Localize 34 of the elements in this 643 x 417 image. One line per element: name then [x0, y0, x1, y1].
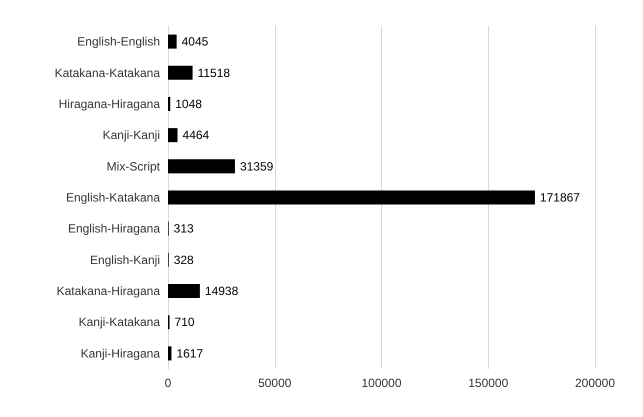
y-tick-label: Mix-Script — [106, 159, 161, 174]
y-tick-label: Kanji-Kanji — [102, 128, 160, 142]
y-tick-label: Kanji-Hiragana — [80, 346, 160, 360]
data-label: 710 — [174, 315, 195, 330]
bar — [168, 159, 235, 174]
y-tick-label: Katakana-Hiragana — [56, 284, 160, 298]
bar — [168, 66, 193, 80]
y-tick-label: English-Hiragana — [68, 222, 160, 236]
data-label: 171867 — [540, 190, 580, 204]
x-tick-label: 100000 — [361, 376, 402, 390]
data-label: 313 — [174, 222, 194, 236]
x-tick-label: 0 — [164, 376, 172, 390]
data-label: 1048 — [175, 96, 202, 111]
bar — [168, 284, 200, 298]
y-tick-label: English-Katakana — [66, 190, 160, 204]
bar — [168, 346, 172, 360]
bar — [168, 190, 535, 205]
x-tick-label: 150000 — [468, 376, 509, 390]
data-label: 4464 — [182, 128, 210, 142]
data-label: 11518 — [198, 66, 230, 80]
y-tick-label: Katakana-Katakana — [54, 66, 160, 80]
y-tick-label: English-Kanji — [90, 252, 160, 267]
bar — [168, 34, 177, 49]
data-label: 328 — [174, 252, 194, 267]
data-label: 4045 — [182, 34, 209, 49]
data-label: 14938 — [204, 284, 239, 298]
y-tick-label: Hiragana-Hiragana — [58, 96, 160, 111]
y-tick-label: English-English — [77, 34, 160, 49]
x-tick-label: 200000 — [574, 376, 616, 390]
y-tick-label: Kanji-Katakana — [78, 315, 160, 330]
data-label: 1617 — [176, 346, 204, 360]
x-tick-label: 50000 — [258, 376, 292, 390]
data-label: 31359 — [240, 159, 274, 174]
bar — [168, 128, 178, 142]
